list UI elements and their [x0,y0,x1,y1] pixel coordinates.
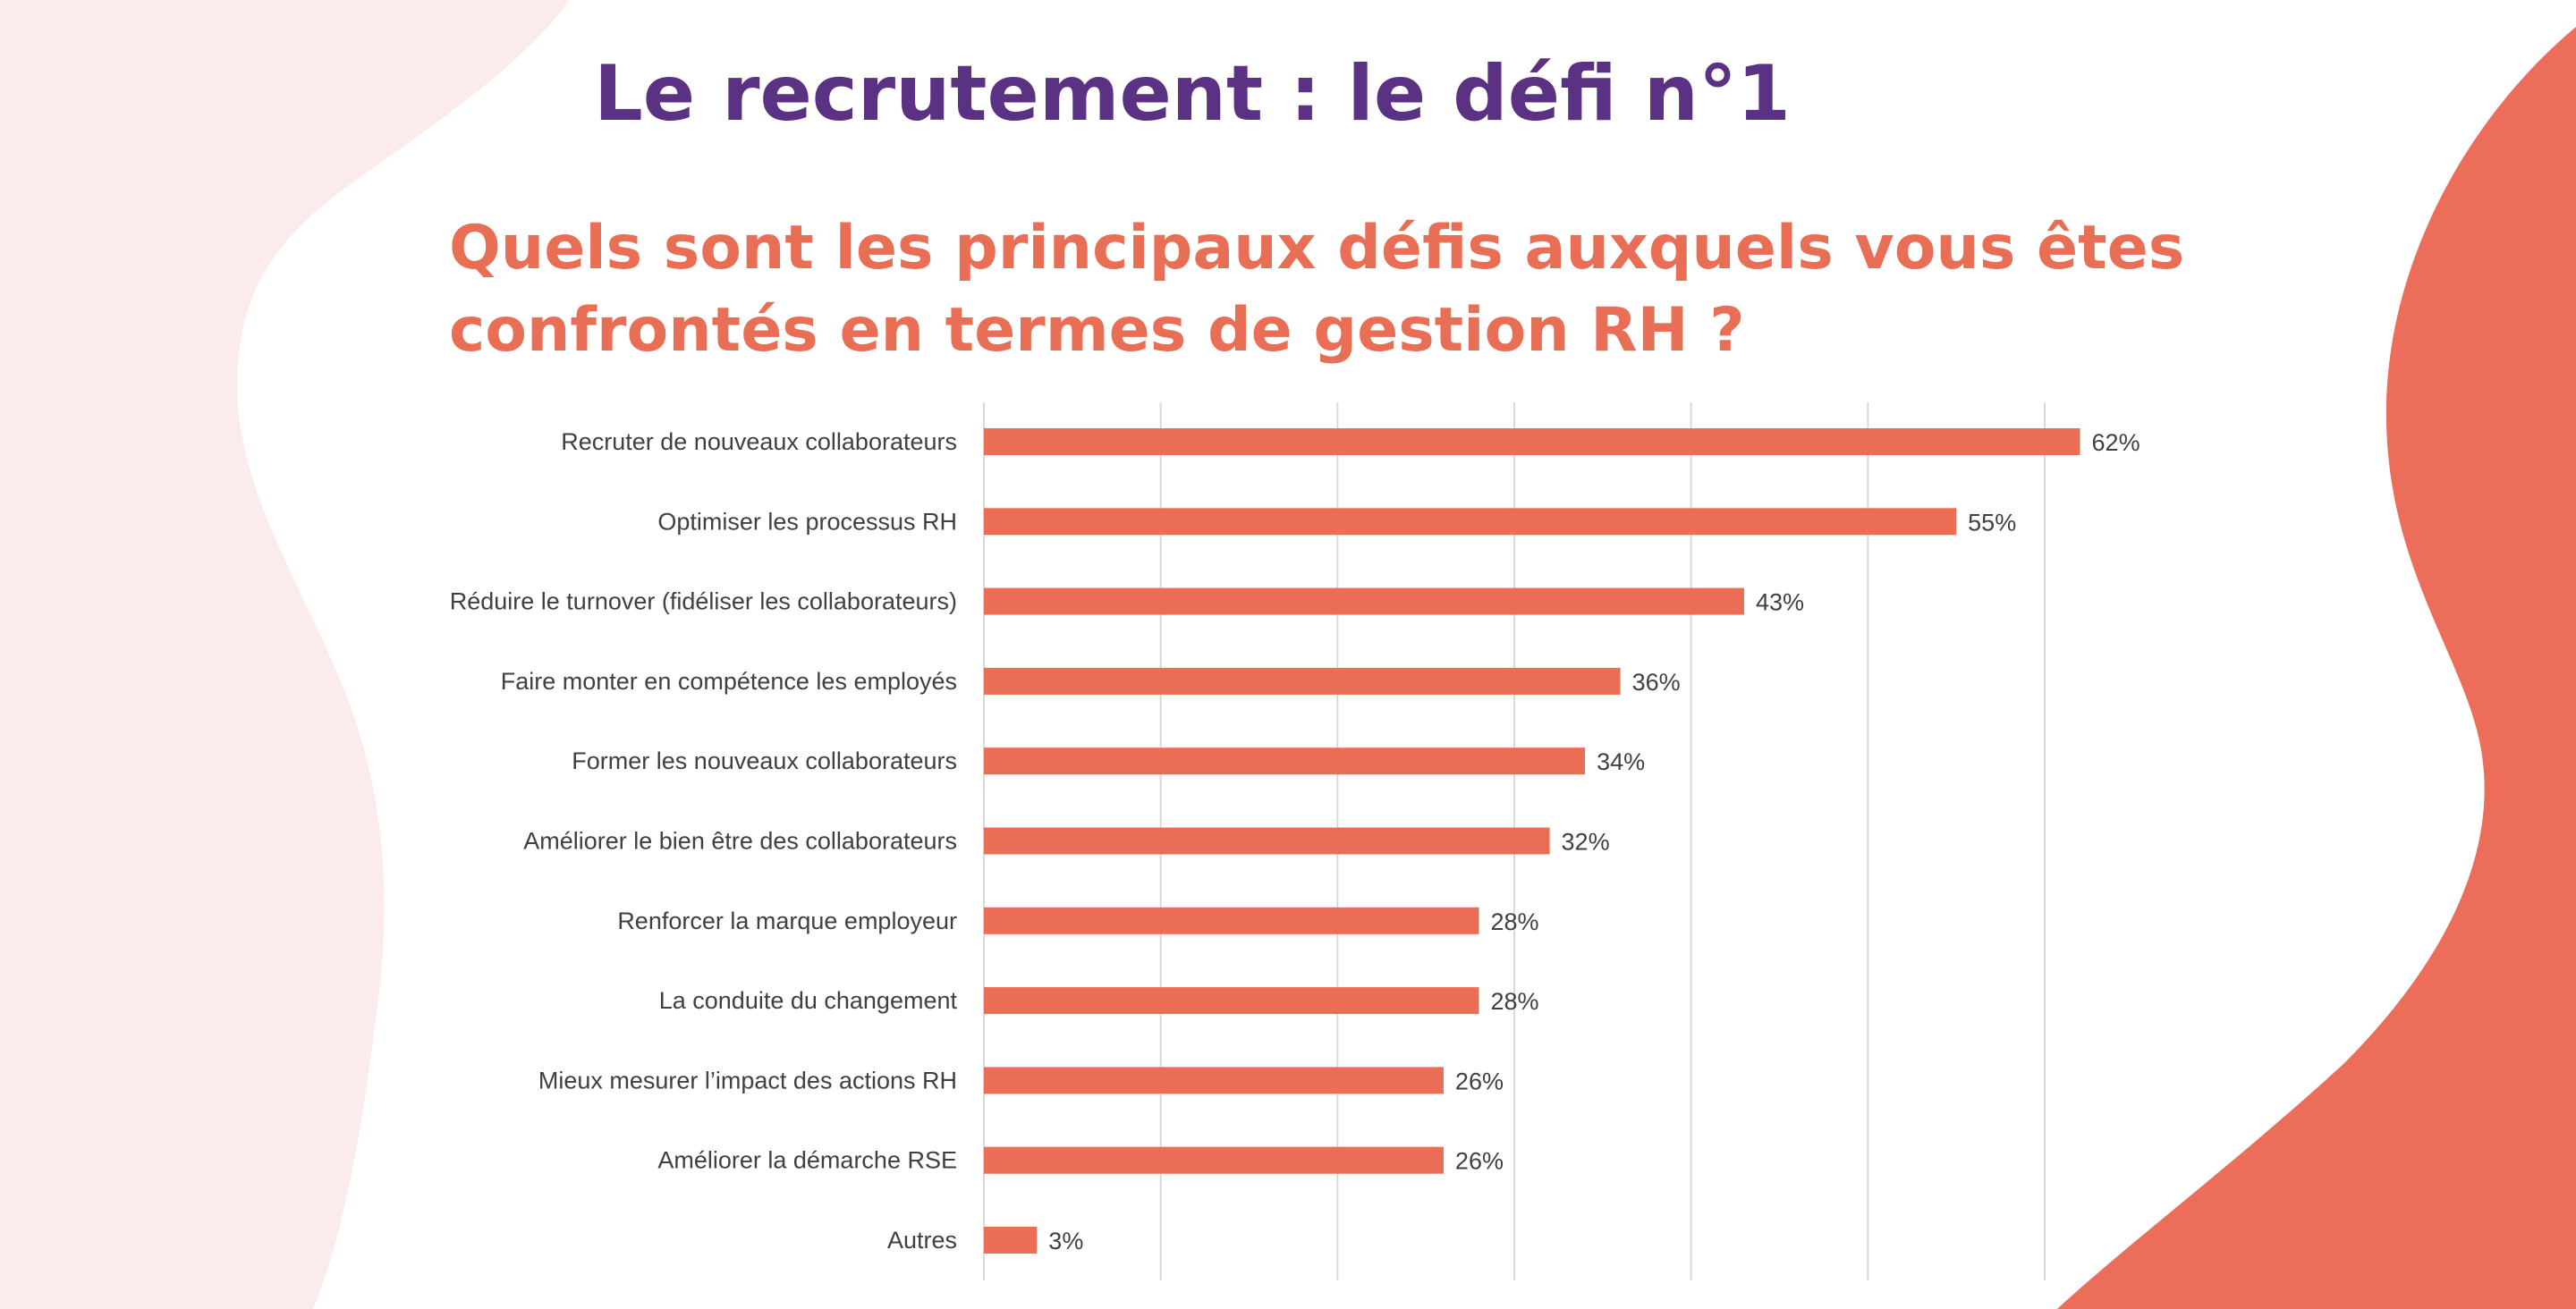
category-label: Autres [887,1227,957,1254]
category-label: Mieux mesurer l’impact des actions RH [538,1067,957,1094]
data-label: 26% [1455,1068,1504,1094]
category-label: Renforcer la marque employeur [617,908,957,934]
data-label: 26% [1455,1148,1504,1175]
survey-question-line-1: Quels sont les principaux défis auxquels… [449,213,2185,283]
bar [984,508,1957,536]
category-label: Recruter de nouveaux collaborateurs [561,428,957,455]
bar [984,667,1621,695]
survey-question: Quels sont les principaux défis auxquels… [449,207,2238,372]
bar [984,1146,1444,1174]
category-label: Réduire le turnover (fidéliser les colla… [450,588,957,615]
bar [984,907,1479,934]
bar [984,1227,1038,1254]
bar [984,428,2080,455]
data-label: 28% [1490,988,1538,1015]
survey-question-line-2: confrontés en termes de gestion RH ? [449,295,1745,366]
data-label: 43% [1756,589,1804,616]
bar [984,1067,1444,1094]
bar [984,587,1744,615]
right-blob [2057,27,2576,1309]
category-label: Améliorer la démarche RSE [657,1147,957,1174]
bar [984,987,1479,1015]
data-label: 62% [2092,429,2140,456]
data-label: 32% [1562,829,1610,856]
bar [984,747,1586,775]
data-label: 34% [1597,748,1645,775]
data-label: 36% [1632,669,1681,696]
category-label: La conduite du changement [659,987,958,1014]
bar [984,827,1550,855]
data-label: 55% [1968,509,2016,536]
category-label: Optimiser les processus RH [657,508,957,535]
category-label: Former les nouveaux collaborateurs [572,747,957,774]
slide-title: Le recrutement : le défi n°1 [594,49,1791,139]
data-label: 3% [1048,1228,1083,1254]
category-label: Améliorer le bien être des collaborateur… [523,828,957,855]
left-blob [0,0,569,1309]
category-label: Faire monter en compétence les employés [501,668,957,695]
data-label: 28% [1490,908,1538,935]
